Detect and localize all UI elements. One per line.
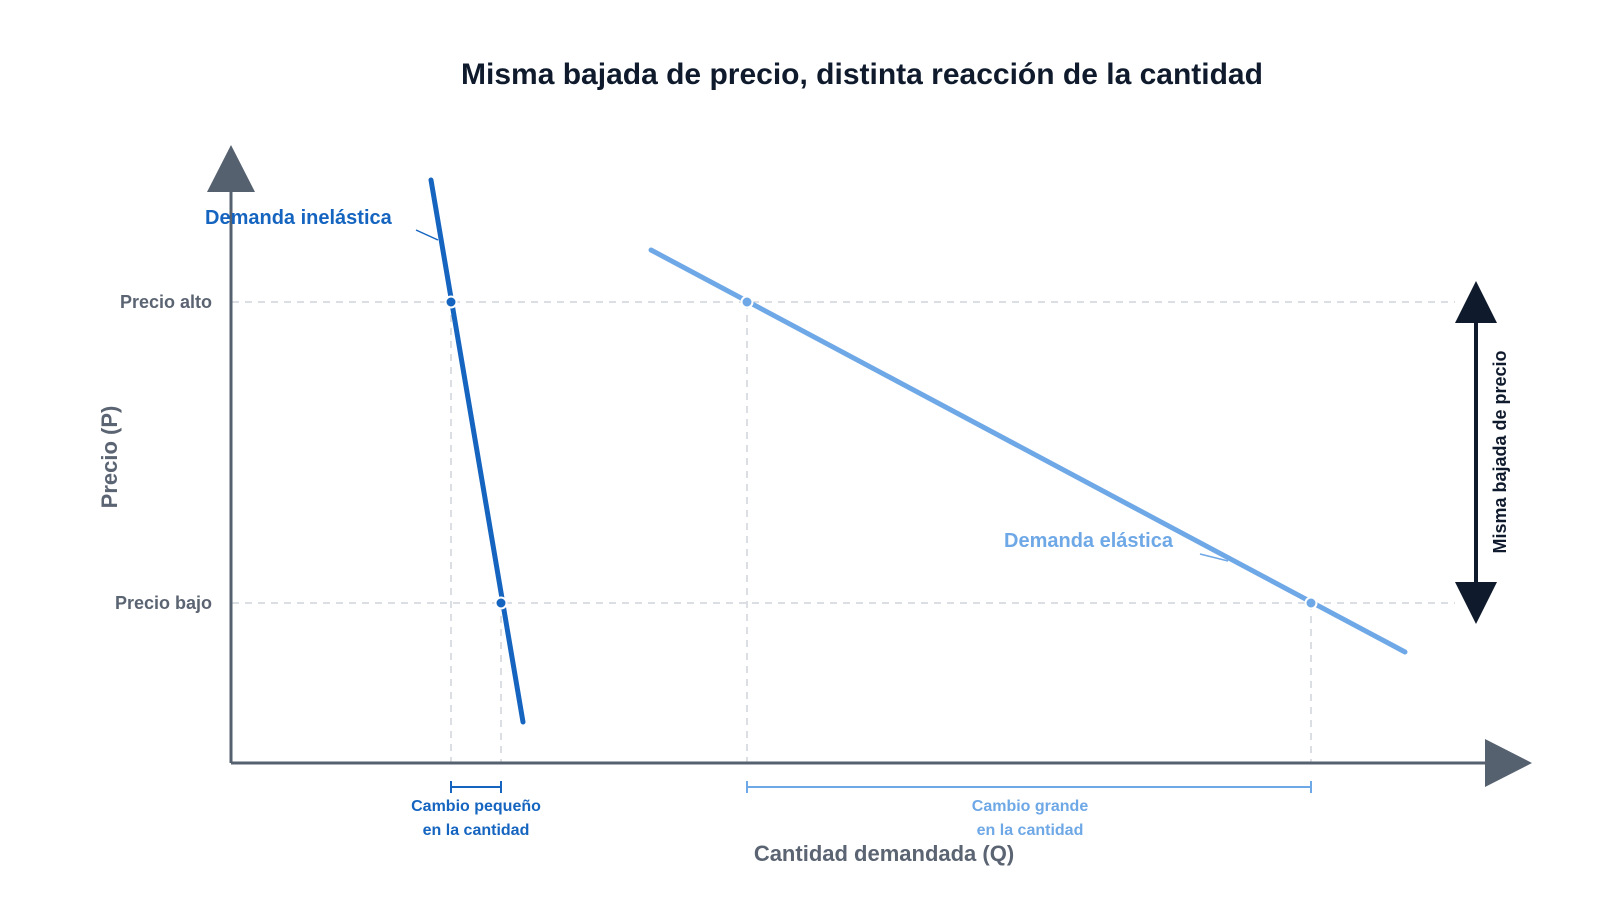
elastic-high-point — [740, 295, 754, 309]
inelastic-low-point — [494, 596, 508, 610]
elastic-demand-line — [648, 247, 1408, 655]
inelastic-label-leader — [415, 229, 439, 241]
y-axis-title: Precio (P) — [97, 406, 122, 509]
small-change-label-line2: en la cantidad — [423, 822, 530, 839]
low-price-label: Precio bajo — [115, 593, 212, 613]
elastic-demand: Demanda elástica — [648, 247, 1408, 655]
elastic-demand-label: Demanda elástica — [1004, 530, 1174, 552]
diagram-title: Misma bajada de precio, distinta reacció… — [461, 58, 1263, 91]
elastic-label-leader — [1199, 553, 1229, 562]
price-drop-label: Misma bajada de precio — [1490, 350, 1510, 553]
price-drop-arrow: Misma bajada de precio — [1455, 281, 1510, 624]
inelastic-high-point — [444, 295, 458, 309]
price-drop-arrowhead-down — [1455, 582, 1497, 624]
inelastic-demand: Demanda inelástica — [205, 177, 526, 725]
axes — [207, 145, 1532, 787]
high-price-label: Precio alto — [120, 292, 212, 312]
small-change-bracket: Cambio pequeño en la cantidad — [411, 781, 541, 839]
x-axis-arrowhead — [1485, 739, 1532, 787]
x-axis-title: Cantidad demandada (Q) — [754, 841, 1014, 866]
inelastic-demand-label: Demanda inelástica — [205, 207, 393, 229]
large-change-label-line2: en la cantidad — [977, 822, 1084, 839]
price-drop-arrowhead-up — [1455, 281, 1497, 323]
large-change-bracket: Cambio grande en la cantidad — [746, 781, 1312, 839]
y-axis-arrowhead — [207, 145, 255, 192]
large-change-label-line1: Cambio grande — [972, 798, 1089, 815]
elastic-low-point — [1304, 596, 1318, 610]
guide-lines — [232, 301, 1455, 763]
small-change-label-line1: Cambio pequeño — [411, 798, 541, 815]
inelastic-demand-line — [428, 177, 526, 725]
